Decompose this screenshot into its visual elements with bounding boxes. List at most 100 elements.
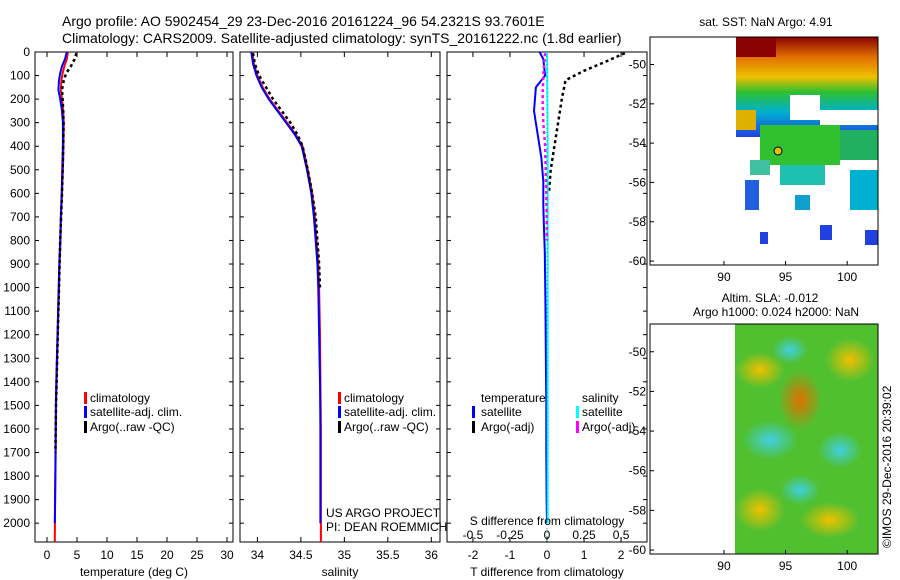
sla-high-anomaly xyxy=(800,502,860,538)
series-s-argo-adj xyxy=(541,53,549,241)
sla-high-anomaly xyxy=(735,352,785,388)
depth-tick-label: 1700 xyxy=(3,445,30,459)
sst-patch xyxy=(760,125,840,165)
top-x-tick-label: 0.5 xyxy=(613,528,630,542)
sla-low-anomaly xyxy=(818,432,862,468)
legend-label: climatology xyxy=(90,391,150,405)
sla-high-anomaly xyxy=(778,370,822,430)
sla-low-anomaly xyxy=(772,336,808,364)
map-y-tick-label: -52 xyxy=(629,384,647,398)
x-tick-label: 25 xyxy=(190,548,204,562)
x-tick-label: 34.5 xyxy=(289,548,313,562)
legend-swatch-satellite xyxy=(338,406,341,418)
legend-label: satellite-adj. clim. xyxy=(90,405,182,419)
depth-tick-label: 600 xyxy=(10,186,30,200)
x-tick-label: 10 xyxy=(100,548,114,562)
argo-location-marker xyxy=(773,146,783,156)
series-s-satellite xyxy=(546,51,549,524)
imos-timestamp: ©IMOS 29-Dec-2016 20:39:02 xyxy=(880,385,894,548)
temperature-xlabel: temperature (deg C) xyxy=(80,565,188,579)
x-tick-label: 0 xyxy=(44,548,51,562)
depth-tick-label: 500 xyxy=(10,163,30,177)
depth-tick-label: 1100 xyxy=(4,304,30,318)
series-climatology xyxy=(53,51,69,543)
map-y-tick-label: -54 xyxy=(629,424,647,438)
map-y-tick-label: -52 xyxy=(629,97,647,111)
depth-tick-label: 200 xyxy=(10,92,30,106)
legend-swatch-t-satellite xyxy=(472,406,475,418)
legend-swatch-argo xyxy=(84,421,87,433)
x-tick-label: 1 xyxy=(581,548,588,562)
x-tick-label: 30 xyxy=(220,548,234,562)
x-tick-label: -1 xyxy=(505,548,516,562)
header-line2: Climatology: CARS2009. Satellite-adjuste… xyxy=(62,30,622,46)
top-x-tick-label: -0.25 xyxy=(496,528,524,542)
x-tick-label: 34 xyxy=(251,548,265,562)
x-tick-label: 15 xyxy=(130,548,144,562)
map-x-tick-label: 90 xyxy=(717,559,731,573)
series-climatology xyxy=(251,51,322,542)
depth-tick-label: 400 xyxy=(10,139,30,153)
map-y-tick-label: -50 xyxy=(629,58,647,72)
sla-map-title-line2: Argo h1000: 0.024 h2000: NaN xyxy=(693,305,859,319)
legend-swatch-climatology xyxy=(84,392,87,404)
sst-patch xyxy=(820,225,832,240)
series-t-satellite xyxy=(532,51,548,524)
depth-tick-label: 2000 xyxy=(3,516,30,530)
legend-label: Argo(..raw -QC) xyxy=(90,420,175,434)
sst-map-image xyxy=(736,37,878,245)
depth-tick-label: 800 xyxy=(10,233,30,247)
sst-map-axes: 90 95 100 -50 -52 -54 -56 -58 -60 xyxy=(629,58,858,284)
map-x-tick-label: 95 xyxy=(779,559,793,573)
sst-patch xyxy=(865,230,878,245)
sla-high-anomaly xyxy=(735,488,785,532)
sst-patch xyxy=(745,180,759,210)
depth-tick-label: 1300 xyxy=(3,351,30,365)
map-x-tick-label: 90 xyxy=(717,270,731,284)
difference-legend: temperature salinity satellite Argo(-adj… xyxy=(472,391,635,434)
map-x-tick-label: 95 xyxy=(779,270,793,284)
x-axes: 0 5 10 15 20 25 30 34 34.5 35 35.5 36 -2 -1 0 1 2 -0.5 -0.… xyxy=(44,52,630,562)
map-y-tick-label: -58 xyxy=(629,503,647,517)
x-tick-label: -2 xyxy=(468,548,479,562)
legend-header-salinity: salinity xyxy=(582,391,619,405)
depth-axis: 0 100 200 300 400 500 600 700 800 900 1000 1100 1200… xyxy=(3,45,647,530)
sla-low-anomaly xyxy=(742,420,798,460)
sst-patch xyxy=(736,37,776,57)
sla-map-image xyxy=(735,324,878,554)
legend-label: Argo(..raw -QC) xyxy=(344,420,429,434)
x-tick-label: 2 xyxy=(618,548,625,562)
x-tick-label: 5 xyxy=(74,548,81,562)
legend-swatch-climatology xyxy=(338,392,341,404)
series-satellite-adj-clim xyxy=(53,51,68,524)
depth-tick-label: 1000 xyxy=(3,281,30,295)
series-argo-raw-qc xyxy=(251,52,322,288)
map-y-tick-label: -56 xyxy=(629,175,647,189)
x-tick-label: 0 xyxy=(544,548,551,562)
legend-label: Argo(-adj) xyxy=(481,420,534,434)
salinity-xlabel: salinity xyxy=(322,565,359,579)
x-tick-label: 35.5 xyxy=(376,548,400,562)
legend-swatch-s-satellite xyxy=(576,406,579,418)
salinity-panel-frame xyxy=(239,51,441,543)
temperature-panel-frame xyxy=(34,51,234,543)
sla-map-title-line1: Altim. SLA: -0.012 xyxy=(722,291,819,305)
depth-tick-label: 1400 xyxy=(3,375,30,389)
x-tick-label: 20 xyxy=(160,548,174,562)
profile-series xyxy=(53,51,626,543)
difference-top-xlabel: S difference from climatology xyxy=(470,514,625,528)
depth-tick-label: 0 xyxy=(23,45,30,59)
legend-swatch-s-argo xyxy=(576,421,579,433)
map-y-tick-label: -60 xyxy=(629,543,647,557)
map-y-tick-label: -56 xyxy=(629,464,647,478)
series-argo-raw-qc xyxy=(54,52,78,453)
sla-high-anomaly xyxy=(825,338,875,382)
sst-map-title: sat. SST: NaN Argo: 4.91 xyxy=(699,15,833,29)
legend-label: satellite xyxy=(582,405,623,419)
x-tick-label: 35 xyxy=(338,548,352,562)
map-y-tick-label: -54 xyxy=(629,136,647,150)
legend-label: satellite xyxy=(481,405,522,419)
sst-cloud-gap xyxy=(790,95,820,120)
pi-annotation: PI: DEAN ROEMMICH xyxy=(326,520,447,534)
